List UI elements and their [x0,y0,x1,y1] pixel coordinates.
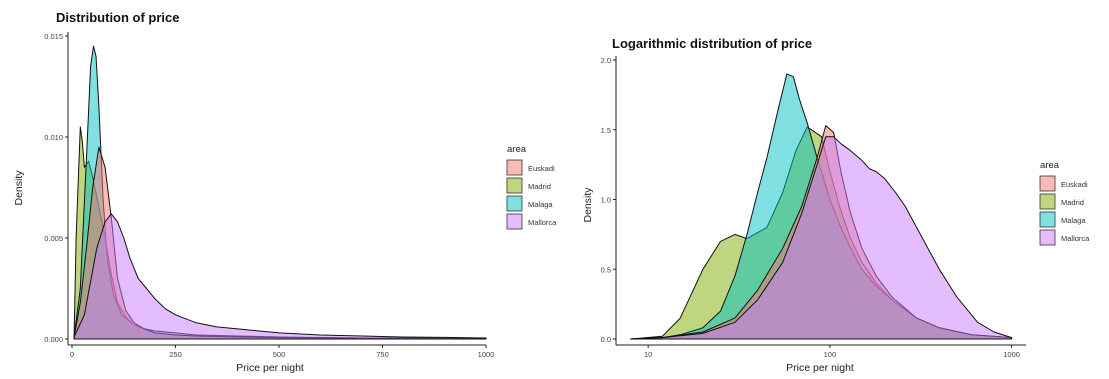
legend-swatch-malaga [506,195,523,212]
linear-density-chart: 0 250 500 750 1000 0.000 0.005 0.010 0.015 Distr… [13,10,557,374]
density-area-mallorca [630,136,1013,340]
x-tick-label: 100 [824,350,837,359]
y-tick-label: 0.010 [44,133,63,142]
density-areas [630,73,1013,340]
y-tick-label: 0.5 [601,265,611,274]
legend-label-euskadi: Euskadi [1061,180,1088,189]
legend-label-malaga: Malaga [528,200,553,209]
density-areas [73,45,487,340]
log-density-chart: 10 100 1000 0.0 0.5 1.0 1.5 2.0 Logarithmic dis… [582,36,1090,374]
x-tick-label: 1000 [478,350,495,359]
legend: area Euskadi Madrid Malaga Mallorca [506,144,557,230]
x-axis-label: Price per night [236,362,304,374]
legend-swatch-malaga [1039,211,1056,228]
x-tick-label: 0 [70,350,74,359]
y-tick-label: 1.0 [601,196,611,205]
legend-swatch-madrid [506,177,523,194]
y-tick-label: 1.5 [601,126,611,135]
axes: 0 250 500 750 1000 0.000 0.005 0.010 0.015 [44,32,494,359]
legend: area Euskadi Madrid Malaga Mallorca [1039,160,1090,246]
y-tick-label: 0.005 [44,234,63,243]
legend-label-mallorca: Mallorca [528,218,557,227]
legend-swatch-euskadi [1039,175,1056,192]
legend-label-madrid: Madrid [528,182,551,191]
legend-label-malaga: Malaga [1061,216,1086,225]
chart-title: Distribution of price [56,10,180,25]
y-tick-label: 2.0 [601,56,611,65]
legend-swatch-mallorca [506,213,523,230]
legend-label-madrid: Madrid [1061,198,1084,207]
legend-title: area [507,144,527,155]
y-tick-label: 0.000 [44,335,63,344]
legend-label-mallorca: Mallorca [1061,234,1090,243]
axes: 10 100 1000 0.0 0.5 1.0 1.5 2.0 [601,56,1026,359]
x-axis-label: Price per night [786,362,854,374]
y-axis-label: Density [13,170,25,206]
x-tick-label: 250 [169,350,182,359]
legend-title: area [1040,160,1060,171]
chart-title: Logarithmic distribution of price [612,36,812,51]
y-axis-label: Density [582,187,594,223]
x-tick-label: 1000 [1003,350,1020,359]
x-tick-label: 500 [273,350,286,359]
legend-label-euskadi: Euskadi [528,164,555,173]
x-tick-label: 750 [376,350,389,359]
density-area-mallorca [73,213,487,340]
y-tick-label: 0.0 [601,335,611,344]
legend-swatch-euskadi [506,159,523,176]
y-tick-label: 0.015 [44,32,63,41]
legend-swatch-madrid [1039,193,1056,210]
x-tick-label: 10 [644,350,652,359]
legend-swatch-mallorca [1039,229,1056,246]
